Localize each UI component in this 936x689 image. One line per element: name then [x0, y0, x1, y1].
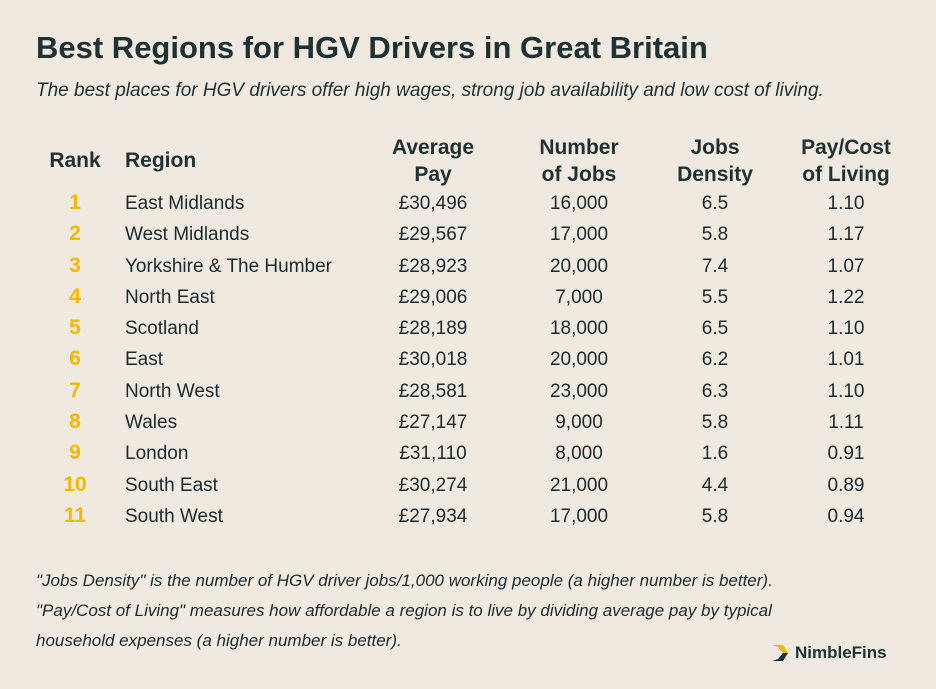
cell-region: Wales	[125, 412, 178, 434]
cell-rank: 8	[69, 410, 81, 434]
table-row: 5 Scotland £28,189 18,000 6.5 1.10	[36, 313, 906, 344]
cell-average-pay: £28,581	[398, 380, 468, 402]
cell-pay-cost-of-living: 1.22	[827, 286, 865, 308]
table-row: 11 South West £27,934 17,000 5.8 0.94	[36, 501, 906, 532]
cell-region: Scotland	[125, 318, 199, 340]
cell-number-of-jobs: 17,000	[549, 505, 609, 527]
cell-pay-cost-of-living: 1.10	[827, 318, 865, 340]
cell-region: South East	[125, 474, 218, 496]
cell-average-pay: £28,189	[398, 318, 468, 340]
col-header-region: Region	[125, 149, 197, 172]
cell-region: Yorkshire & The Humber	[125, 255, 332, 277]
table-row: 8 Wales £27,147 9,000 5.8 1.11	[36, 407, 906, 438]
cell-average-pay: £29,006	[398, 286, 468, 308]
cell-jobs-density: 5.8	[701, 505, 729, 527]
table-row: 6 East £30,018 20,000 6.2 1.01	[36, 344, 906, 375]
cell-jobs-density: 6.3	[701, 380, 729, 402]
cell-average-pay: £30,018	[398, 349, 468, 371]
col-header-rank: Rank	[49, 149, 101, 172]
hgv-regions-table: Rank Region Average Pay Number of Jobs J…	[36, 134, 906, 532]
brand-logo: NimbleFins	[770, 642, 887, 664]
cell-jobs-density: 1.6	[701, 443, 729, 465]
table-row: 4 North East £29,006 7,000 5.5 1.22	[36, 282, 906, 313]
cell-jobs-density: 4.4	[701, 474, 729, 496]
cell-number-of-jobs: 20,000	[549, 349, 609, 371]
cell-number-of-jobs: 23,000	[549, 380, 609, 402]
cell-jobs-density: 6.5	[701, 318, 729, 340]
cell-average-pay: £27,147	[398, 412, 468, 434]
cell-number-of-jobs: 20,000	[549, 255, 609, 277]
cell-pay-cost-of-living: 1.01	[827, 349, 865, 371]
cell-pay-cost-of-living: 1.10	[827, 193, 865, 214]
cell-rank: 4	[69, 284, 81, 308]
footnote-pay-cost-line-1: "Pay/Cost of Living" measures how afford…	[36, 601, 772, 620]
cell-jobs-density: 5.8	[701, 412, 729, 434]
cell-pay-cost-of-living: 1.07	[827, 255, 865, 277]
cell-number-of-jobs: 7,000	[555, 286, 603, 308]
cell-rank: 9	[69, 441, 81, 465]
cell-region: North West	[125, 380, 220, 402]
table-header: Rank Region Average Pay Number of Jobs J…	[36, 134, 906, 188]
cell-rank: 5	[69, 316, 81, 340]
col-header-number-of-jobs: Number of Jobs	[539, 136, 619, 186]
cell-region: East	[125, 349, 164, 371]
cell-pay-cost-of-living: 0.91	[827, 443, 865, 465]
cell-pay-cost-of-living: 0.89	[827, 474, 865, 496]
cell-region: West Midlands	[125, 224, 250, 246]
cell-number-of-jobs: 16,000	[549, 193, 609, 214]
cell-jobs-density: 5.8	[701, 224, 729, 246]
cell-rank: 1	[69, 191, 81, 214]
col-header-pay-cost-of-living: Pay/Cost of Living	[801, 136, 891, 186]
cell-rank: 11	[63, 503, 87, 527]
footnotes: "Jobs Density" is the number of HGV driv…	[36, 566, 906, 656]
page-subtitle: The best places for HGV drivers offer hi…	[36, 80, 824, 101]
cell-pay-cost-of-living: 1.17	[827, 224, 865, 246]
brand-name: NimbleFins	[795, 643, 887, 662]
cell-region: North East	[125, 286, 215, 308]
table-row: 3 Yorkshire & The Humber £28,923 20,000 7.4 1…	[36, 251, 906, 282]
cell-average-pay: £30,274	[398, 474, 468, 496]
cell-region: London	[125, 443, 189, 465]
table-row: 2 West Midlands £29,567 17,000 5.8 1.17	[36, 219, 906, 250]
cell-number-of-jobs: 18,000	[549, 318, 609, 340]
col-header-average-pay: Average Pay	[391, 136, 475, 186]
cell-region: South West	[125, 505, 223, 527]
cell-pay-cost-of-living: 0.94	[827, 505, 865, 527]
cell-number-of-jobs: 8,000	[555, 443, 603, 465]
cell-rank: 10	[63, 472, 87, 496]
cell-average-pay: £31,110	[399, 443, 467, 465]
table-row: 1 East Midlands £30,496 16,000 6.5 1.10	[36, 188, 906, 219]
cell-average-pay: £28,923	[398, 255, 468, 277]
cell-number-of-jobs: 21,000	[549, 474, 609, 496]
nimblefins-chevron-icon	[772, 645, 788, 661]
cell-jobs-density: 5.5	[701, 286, 729, 308]
footnote-jobs-density: "Jobs Density" is the number of HGV driv…	[36, 571, 773, 590]
cell-average-pay: £30,496	[398, 193, 468, 214]
cell-average-pay: £29,567	[398, 224, 468, 246]
table-body: 1 East Midlands £30,496 16,000 6.5 1.10 2 West …	[36, 188, 906, 532]
cell-pay-cost-of-living: 1.11	[828, 412, 864, 434]
footnote-pay-cost-line-2: household expenses (a higher number is b…	[36, 631, 402, 650]
cell-rank: 6	[69, 347, 81, 371]
cell-rank: 2	[69, 222, 81, 246]
col-header-jobs-density: Jobs Density	[677, 136, 753, 186]
cell-rank: 3	[69, 253, 81, 277]
cell-average-pay: £27,934	[398, 505, 468, 527]
table-row: 7 North West £28,581 23,000 6.3 1.10	[36, 376, 906, 407]
page-title: Best Regions for HGV Drivers in Great Br…	[36, 30, 708, 65]
cell-region: East Midlands	[125, 193, 245, 214]
table-row: 10 South East £30,274 21,000 4.4 0.89	[36, 470, 906, 501]
table-row: 9 London £31,110 8,000 1.6 0.91	[36, 438, 906, 469]
cell-number-of-jobs: 9,000	[555, 412, 603, 434]
cell-rank: 7	[69, 378, 81, 402]
cell-jobs-density: 6.5	[701, 193, 729, 214]
cell-jobs-density: 7.4	[701, 255, 729, 277]
cell-pay-cost-of-living: 1.10	[827, 380, 865, 402]
cell-number-of-jobs: 17,000	[549, 224, 609, 246]
cell-jobs-density: 6.2	[701, 349, 729, 371]
